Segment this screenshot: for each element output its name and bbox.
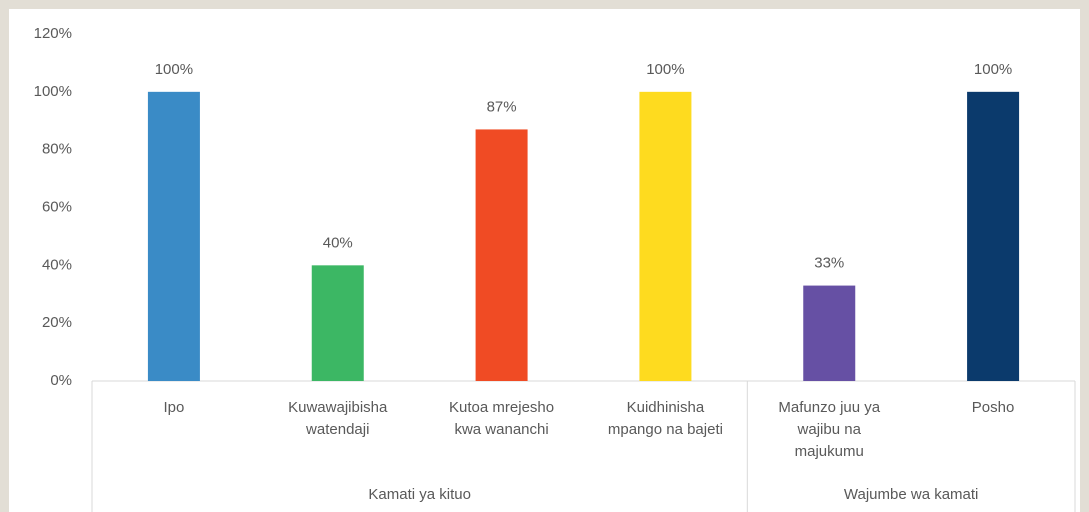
x-tick-label: Posho (972, 399, 1015, 416)
x-tick-label: Kuwawajibisha watendaji (288, 399, 388, 438)
y-tick-label: 20% (42, 314, 72, 331)
bar (311, 265, 364, 381)
x-tick-label: Kuidhinisha mpango na bajeti (608, 399, 723, 438)
group-label: Kamati ya kituo (368, 486, 471, 503)
tick-label-line: Kuwawajibisha (288, 399, 388, 416)
tick-label-line: Ipo (163, 399, 184, 416)
bar (967, 91, 1020, 381)
data-label: 100% (974, 61, 1012, 78)
y-tick-label: 120% (34, 25, 72, 42)
data-label: 100% (646, 61, 684, 78)
bar (147, 91, 200, 381)
y-tick-label: 0% (50, 372, 72, 389)
y-tick-label: 80% (42, 141, 72, 158)
bar (639, 91, 692, 381)
x-tick-label: Ipo (163, 399, 184, 416)
tick-label-line: watendaji (305, 421, 369, 438)
data-label: 40% (323, 234, 353, 251)
data-label: 100% (155, 61, 193, 78)
tick-label-line: majukumu (795, 443, 864, 460)
bar (475, 129, 528, 381)
bar (803, 285, 856, 381)
y-tick-label: 100% (34, 83, 72, 100)
y-tick-label: 60% (42, 198, 72, 215)
x-tick-label: Mafunzo juu ya wajibu na majukumu (778, 399, 880, 460)
tick-label-line: kwa wananchi (454, 421, 548, 438)
tick-label-line: Kutoa mrejesho (449, 399, 554, 416)
group-label: Wajumbe wa kamati (844, 486, 979, 503)
tick-label-line: Posho (972, 399, 1015, 416)
tick-label-line: wajibu na (797, 421, 862, 438)
tick-label-line: Kuidhinisha (627, 399, 705, 416)
y-tick-label: 40% (42, 256, 72, 273)
data-label: 87% (487, 98, 517, 115)
tick-label-line: Mafunzo juu ya (778, 399, 880, 416)
data-label: 33% (814, 255, 844, 272)
x-tick-label: Kutoa mrejesho kwa wananchi (449, 399, 554, 438)
tick-label-line: mpango na bajeti (608, 421, 723, 438)
